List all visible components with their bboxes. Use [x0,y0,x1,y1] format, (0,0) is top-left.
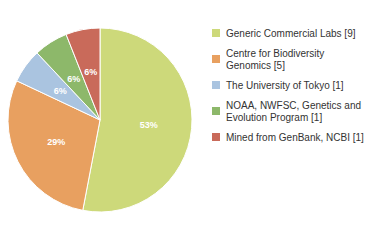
svg-text:53%: 53% [140,120,158,130]
svg-text:NOAA, NWFSC, Genetics and: NOAA, NWFSC, Genetics and [226,100,361,111]
svg-text:6%: 6% [67,74,80,84]
svg-text:6%: 6% [54,86,67,96]
svg-text:Evolution Program [1]: Evolution Program [1] [226,112,322,123]
svg-text:Generic Commercial Labs [9]: Generic Commercial Labs [9] [226,28,356,39]
svg-text:The University of Tokyo [1]: The University of Tokyo [1] [226,80,344,91]
svg-text:Genomics [5]: Genomics [5] [226,60,285,71]
svg-text:29%: 29% [47,137,65,147]
svg-text:Centre for Biodiversity: Centre for Biodiversity [226,48,324,59]
svg-text:6%: 6% [84,67,97,77]
svg-text:Mined from GenBank, NCBI [1]: Mined from GenBank, NCBI [1] [226,132,364,143]
